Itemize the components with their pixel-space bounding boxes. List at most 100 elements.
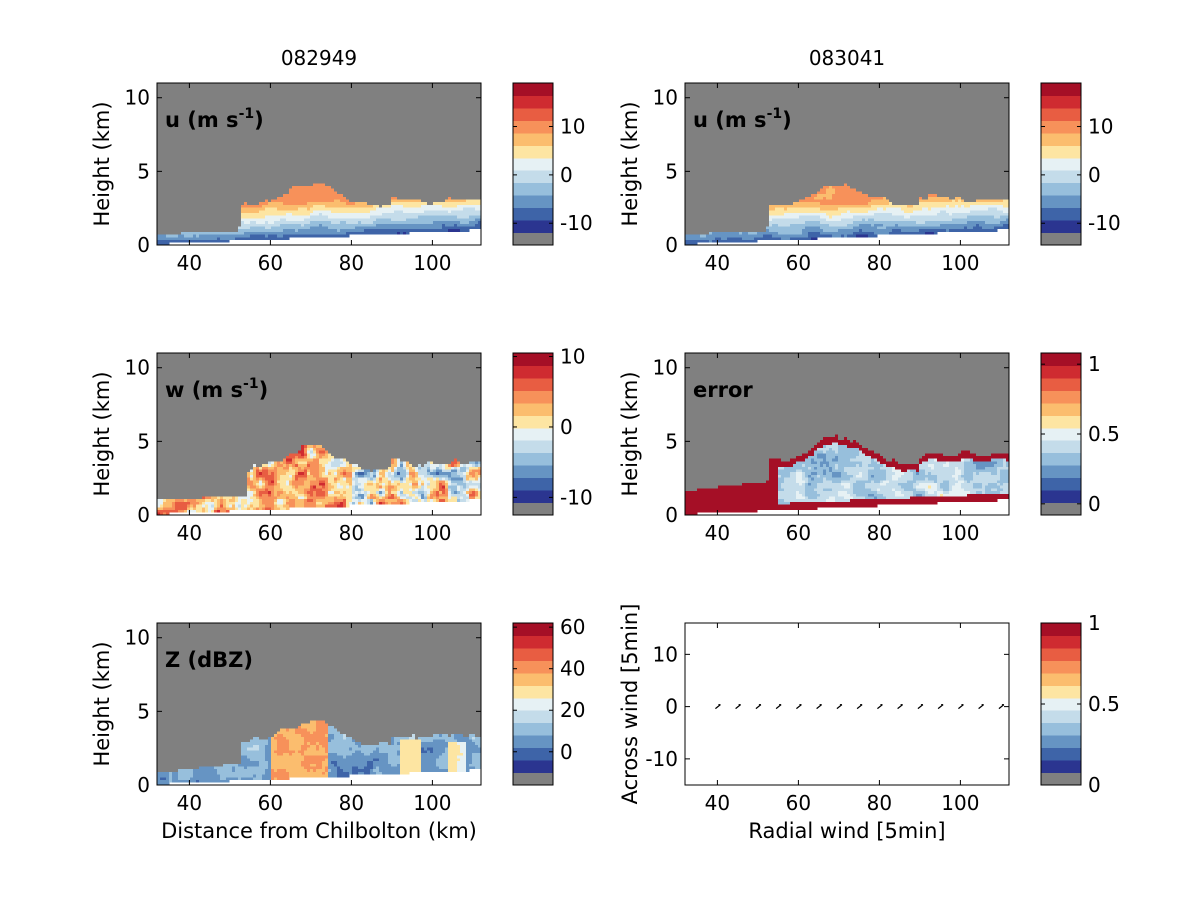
field-cell (400, 104, 404, 108)
field-cell (283, 196, 287, 200)
field-cell (208, 155, 212, 159)
field-cell (187, 85, 191, 89)
field-cell (313, 91, 317, 95)
field-cell (346, 126, 350, 130)
field-cell (229, 191, 233, 195)
field-cell (172, 139, 176, 143)
field-cell (247, 145, 251, 149)
field-cell (385, 201, 389, 205)
field-cell (259, 164, 263, 168)
field-cell (397, 218, 401, 222)
field-cell (199, 199, 203, 203)
field-cell (274, 155, 278, 159)
field-cell (322, 128, 326, 132)
field-cell (361, 188, 365, 192)
field-cell (277, 218, 281, 222)
field-cell (334, 196, 338, 200)
field-cell (268, 215, 272, 219)
field-cell (409, 83, 413, 87)
field-cell (169, 191, 173, 195)
field-cell (343, 180, 347, 184)
field-cell (307, 182, 311, 186)
field-cell (172, 123, 176, 127)
field-cell (388, 99, 392, 103)
field-cell (172, 215, 176, 219)
field-cell (172, 150, 176, 154)
field-cell (172, 112, 176, 116)
field-cell (379, 128, 383, 132)
field-cell (409, 174, 413, 178)
field-cell (232, 91, 236, 95)
field-cell (400, 218, 404, 222)
field-cell (169, 226, 173, 230)
field-cell (346, 147, 350, 151)
field-cell (223, 191, 227, 195)
field-cell (331, 123, 335, 127)
field-cell (391, 142, 395, 146)
field-cell (235, 123, 239, 127)
field-cell (187, 120, 191, 124)
field-cell (205, 126, 209, 130)
field-cell (385, 91, 389, 95)
field-cell (391, 226, 395, 230)
field-cell (409, 91, 413, 95)
field-cell (289, 185, 293, 189)
field-cell (295, 169, 299, 173)
field-cell (253, 223, 257, 227)
field-cell (256, 112, 260, 116)
field-cell (298, 193, 302, 197)
field-cell (205, 128, 209, 132)
field-cell (313, 123, 317, 127)
field-cell (202, 110, 206, 114)
field-cell (259, 220, 263, 224)
field-cell (265, 196, 269, 200)
field-cell (217, 180, 221, 184)
field-cell (334, 207, 338, 211)
field-cell (334, 153, 338, 157)
field-cell (391, 166, 395, 170)
field-cell (412, 126, 416, 130)
field-cell (331, 177, 335, 181)
field-cell (259, 166, 263, 170)
field-cell (157, 199, 161, 203)
field-cell (364, 155, 368, 159)
field-cell (163, 209, 167, 213)
field-cell (277, 123, 281, 127)
field-cell (238, 142, 242, 146)
field-cells (157, 83, 482, 246)
field-cell (340, 99, 344, 103)
field-cell (232, 134, 236, 138)
field-cell (328, 142, 332, 146)
field-cell (214, 169, 218, 173)
field-cell (175, 99, 179, 103)
field-cell (364, 101, 368, 105)
field-cell (181, 223, 185, 227)
field-cell (355, 196, 359, 200)
field-cell (229, 166, 233, 170)
field-cell (373, 204, 377, 208)
field-cell (247, 164, 251, 168)
field-cell (331, 88, 335, 92)
field-cell (346, 120, 350, 124)
field-cell (412, 199, 416, 203)
field-cell (160, 93, 164, 97)
field-cell (382, 126, 386, 130)
field-cell (187, 147, 191, 151)
field-cell (202, 199, 206, 203)
field-cell (334, 83, 338, 87)
field-cell (316, 93, 320, 97)
field-cell (328, 226, 332, 230)
field-cell (226, 193, 230, 197)
field-cell (295, 196, 299, 200)
field-cell (358, 88, 362, 92)
field-cell (298, 150, 302, 154)
field-cell (331, 169, 335, 173)
field-cell (241, 91, 245, 95)
field-cell (388, 191, 392, 195)
field-cell (247, 231, 251, 235)
field-cell (319, 204, 323, 208)
field-cell (175, 96, 179, 100)
field-cell (250, 155, 254, 159)
field-cell (205, 218, 209, 222)
field-cell (178, 101, 182, 105)
